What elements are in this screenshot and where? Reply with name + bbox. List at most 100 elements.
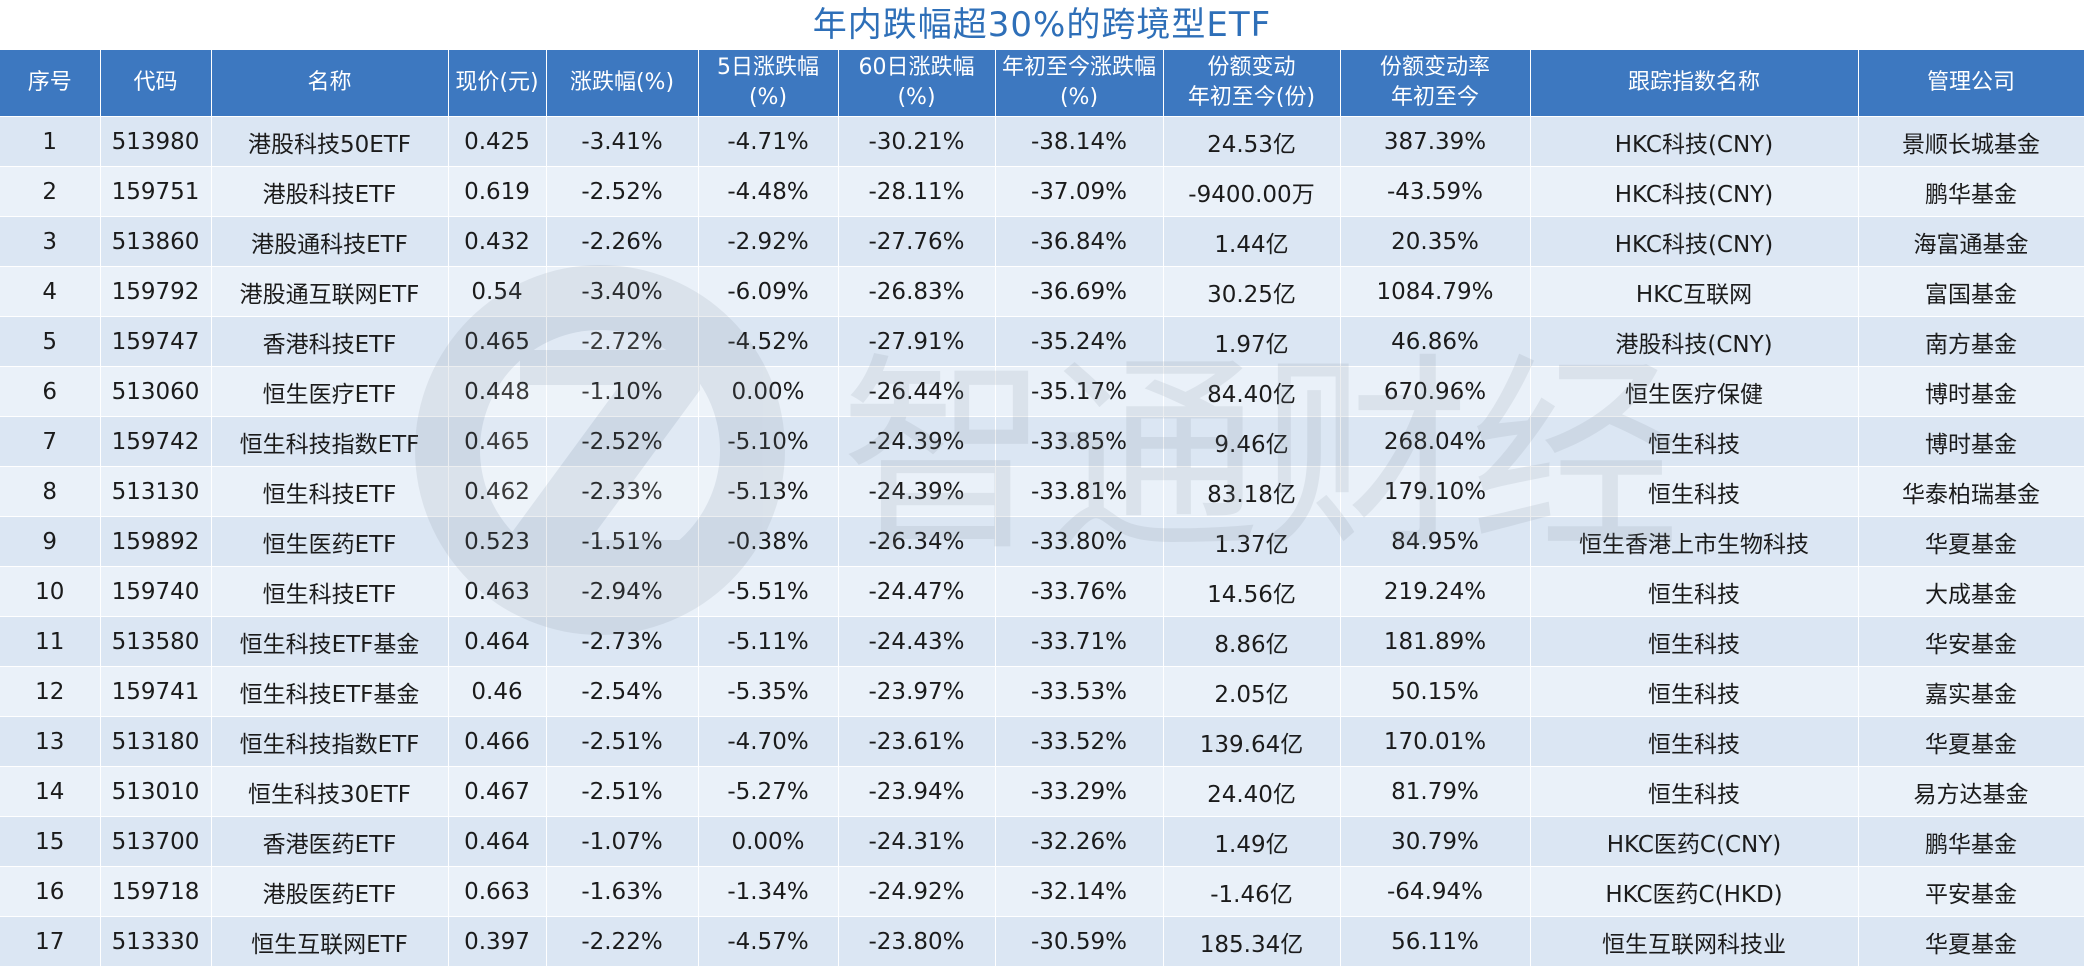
table-cell: 513180 xyxy=(100,716,212,767)
table-cell: -28.11% xyxy=(838,166,996,217)
table-cell: 84.95% xyxy=(1340,516,1531,567)
table-cell: 恒生科技 xyxy=(1530,566,1859,617)
table-cell: 嘉实基金 xyxy=(1858,666,2084,717)
column-header: 序号 xyxy=(0,50,101,117)
column-header: 现价(元) xyxy=(448,50,547,117)
table-cell: 14.56亿 xyxy=(1163,566,1341,617)
table-cell: -5.13% xyxy=(698,466,839,517)
table-cell: -2.51% xyxy=(546,716,699,767)
table-cell: -36.84% xyxy=(995,216,1164,267)
table-cell: 181.89% xyxy=(1340,616,1531,667)
table-cell: -2.51% xyxy=(546,766,699,817)
table-cell: -2.22% xyxy=(546,916,699,967)
table-cell: -1.10% xyxy=(546,366,699,417)
table-cell: 0.619 xyxy=(448,166,547,217)
table-cell: 24.53亿 xyxy=(1163,116,1341,167)
table-cell: -33.53% xyxy=(995,666,1164,717)
table-cell: 港股科技50ETF xyxy=(211,116,449,167)
table-cell: -23.61% xyxy=(838,716,996,767)
table-cell: 513130 xyxy=(100,466,212,517)
table-cell: 恒生科技 xyxy=(1530,466,1859,517)
table-cell: 博时基金 xyxy=(1858,416,2084,467)
table-cell: 16 xyxy=(0,866,101,917)
table-cell: -33.81% xyxy=(995,466,1164,517)
table-cell: -33.76% xyxy=(995,566,1164,617)
table-cell: 10 xyxy=(0,566,101,617)
table-cell: 159892 xyxy=(100,516,212,567)
table-cell: -4.52% xyxy=(698,316,839,367)
table-cell: 513060 xyxy=(100,366,212,417)
table-cell: 0.465 xyxy=(448,416,547,467)
table-cell: 恒生医药ETF xyxy=(211,516,449,567)
table-cell: 恒生医疗ETF xyxy=(211,366,449,417)
table-cell: -3.41% xyxy=(546,116,699,167)
column-header-label: 年初至今 xyxy=(1390,85,1479,110)
page-title: 年内跌幅超30%的跨境型ETF xyxy=(812,5,1272,45)
column-header: 5日涨跌幅 (%) xyxy=(698,50,839,117)
table-cell: HKC互联网 xyxy=(1530,266,1859,317)
table-cell: 恒生科技ETF基金 xyxy=(211,666,449,717)
column-header-label: 年初至今涨跌幅 xyxy=(1001,55,1156,80)
table-cell: -35.24% xyxy=(995,316,1164,367)
column-header-label: 序号 xyxy=(27,70,72,95)
table-cell: -30.21% xyxy=(838,116,996,167)
table-cell: 博时基金 xyxy=(1858,366,2084,417)
table-cell: 50.15% xyxy=(1340,666,1531,717)
table-cell: -4.57% xyxy=(698,916,839,967)
column-header-label: 现价(元) xyxy=(455,70,539,95)
table-body: 1 513980 港股科技50ETF 0.425 -3.41% -4.71% -30.21%… xyxy=(0,116,2084,967)
table-cell: 8 xyxy=(0,466,101,517)
table-cell: 268.04% xyxy=(1340,416,1531,467)
table-cell: 0.467 xyxy=(448,766,547,817)
table-cell: 恒生科技 xyxy=(1530,416,1859,467)
table-cell: 159792 xyxy=(100,266,212,317)
table-cell: 0.464 xyxy=(448,616,547,667)
table-cell: 华安基金 xyxy=(1858,616,2084,667)
column-header: 份额变动 年初至今(份) xyxy=(1163,50,1341,117)
table-cell: -1.07% xyxy=(546,816,699,867)
table-cell: 恒生科技指数ETF xyxy=(211,416,449,467)
column-header-label: 名称 xyxy=(307,70,352,95)
table-cell: 鹏华基金 xyxy=(1858,166,2084,217)
column-header-label: 管理公司 xyxy=(1926,70,2015,95)
table-cell: -24.39% xyxy=(838,416,996,467)
table-cell: 17 xyxy=(0,916,101,967)
table-cell: -26.44% xyxy=(838,366,996,417)
table-cell: 平安基金 xyxy=(1858,866,2084,917)
table-cell: 恒生医疗保健 xyxy=(1530,366,1859,417)
table-cell: 景顺长城基金 xyxy=(1858,116,2084,167)
table-cell: 30.25亿 xyxy=(1163,266,1341,317)
column-header-label: (%) xyxy=(1059,85,1099,110)
table-cell: 港股通科技ETF xyxy=(211,216,449,267)
table-cell: -2.52% xyxy=(546,416,699,467)
table-cell: 24.40亿 xyxy=(1163,766,1341,817)
table-cell: 香港科技ETF xyxy=(211,316,449,367)
table-cell: 179.10% xyxy=(1340,466,1531,517)
table-cell: -1.46亿 xyxy=(1163,866,1341,917)
column-header: 代码 xyxy=(100,50,212,117)
column-header-label: 跟踪指数名称 xyxy=(1627,70,1760,95)
table-cell: 0.663 xyxy=(448,866,547,917)
table-cell: HKC科技(CNY) xyxy=(1530,116,1859,167)
table-cell: 恒生科技 xyxy=(1530,616,1859,667)
table-cell: 恒生香港上市生物科技 xyxy=(1530,516,1859,567)
table-cell: -64.94% xyxy=(1340,866,1531,917)
table-cell: 4 xyxy=(0,266,101,317)
table-row: 5 159747 香港科技ETF 0.465 -2.72% -4.52% -27.91% -3… xyxy=(0,316,2084,367)
column-header: 涨跌幅(%) xyxy=(546,50,699,117)
table-cell: 9.46亿 xyxy=(1163,416,1341,467)
table-cell: 0.397 xyxy=(448,916,547,967)
column-header-label: 年初至今(份) xyxy=(1187,85,1316,110)
table-cell: 56.11% xyxy=(1340,916,1531,967)
table-cell: HKC科技(CNY) xyxy=(1530,166,1859,217)
table-cell: 2 xyxy=(0,166,101,217)
table-cell: 1.97亿 xyxy=(1163,316,1341,367)
table-cell: -23.94% xyxy=(838,766,996,817)
column-header-label: (%) xyxy=(897,85,936,110)
table-cell: 513330 xyxy=(100,916,212,967)
column-header: 份额变动率 年初至今 xyxy=(1340,50,1531,117)
table-cell: 1084.79% xyxy=(1340,266,1531,317)
table-row: 9 159892 恒生医药ETF 0.523 -1.51% -0.38% -26.34% -3… xyxy=(0,516,2084,567)
table-cell: 富国基金 xyxy=(1858,266,2084,317)
column-header: 年初至今涨跌幅 (%) xyxy=(995,50,1164,117)
